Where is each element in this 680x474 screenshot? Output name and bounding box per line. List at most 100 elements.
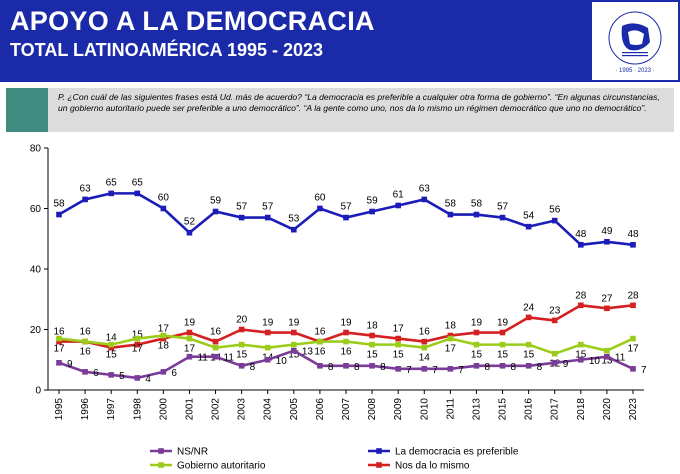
data-label-ns-nr: 8 [511,362,517,373]
y-tick-label: 60 [30,204,42,215]
data-point-ns-nr [369,363,375,369]
data-label-gobierno-autoritario: 16 [314,347,326,358]
data-label-nos-da-lo-mismo: 19 [497,318,509,329]
data-label-ns-nr: 4 [145,374,151,385]
data-point-la-democracia-es-preferible [499,214,506,221]
data-label-gobierno-autoritario: 17 [445,344,457,355]
data-point-nos-da-lo-mismo [421,338,428,345]
data-point-nos-da-lo-mismo [343,329,349,336]
legend-label-ns-nr: NS/NR [177,447,208,458]
data-point-gobierno-autoritario [56,335,62,342]
data-label-nos-da-lo-mismo: 17 [393,324,405,335]
data-label-ns-nr: 8 [380,362,386,373]
data-label-gobierno-autoritario: 18 [158,341,170,352]
y-tick-label: 80 [30,144,42,155]
x-tick-label: 2004 [263,398,274,421]
data-label-gobierno-autoritario: 15 [471,350,483,361]
data-point-nos-da-lo-mismo [291,329,297,336]
data-label-nos-da-lo-mismo: 20 [236,315,248,326]
data-label-nos-da-lo-mismo: 16 [53,327,65,338]
data-point-la-democracia-es-preferible [212,208,219,215]
data-label-ns-nr: 6 [171,368,177,379]
data-label-gobierno-autoritario: 16 [340,347,352,358]
data-label-gobierno-autoritario: 15 [393,350,405,361]
data-label-la-democracia-es-preferible: 54 [523,211,535,222]
data-point-nos-da-lo-mismo [551,317,558,324]
data-point-ns-nr [473,363,480,369]
x-tick-label: 2018 [576,398,587,421]
legend-marker-la-democracia-es-preferible [376,448,382,454]
data-point-la-democracia-es-preferible [134,190,141,197]
data-label-la-democracia-es-preferible: 63 [80,183,92,194]
data-point-nos-da-lo-mismo [604,305,610,312]
data-point-nos-da-lo-mismo [186,329,193,336]
x-tick-label: 2017 [550,398,561,421]
data-point-gobierno-autoritario [630,335,636,342]
legend-marker-gobierno-autoritario [158,462,164,468]
data-point-ns-nr [160,369,167,375]
data-label-la-democracia-es-preferible: 65 [106,177,118,188]
data-point-la-democracia-es-preferible [473,211,480,218]
data-point-gobierno-autoritario [578,341,584,348]
legend-marker-ns-nr [158,448,164,454]
data-label-ns-nr: 10 [276,356,288,367]
data-label-nos-da-lo-mismo: 16 [210,327,222,338]
data-label-nos-da-lo-mismo: 27 [601,293,613,304]
data-label-la-democracia-es-preferible: 48 [627,229,639,240]
data-label-la-democracia-es-preferible: 52 [184,217,196,228]
data-point-gobierno-autoritario [421,344,428,351]
data-point-gobierno-autoritario [343,338,349,345]
svg-text:· 1995 · 2023 ·: · 1995 · 2023 · [615,68,654,74]
x-tick-label: 1996 [80,398,91,421]
data-point-la-democracia-es-preferible [551,217,558,224]
data-point-la-democracia-es-preferible [604,238,610,245]
data-label-ns-nr: 8 [354,362,360,373]
data-point-ns-nr [317,363,323,369]
data-point-nos-da-lo-mismo [212,338,219,345]
legend-marker-nos-da-lo-mismo [376,462,382,468]
data-label-la-democracia-es-preferible: 65 [132,177,144,188]
data-label-nos-da-lo-mismo: 15 [132,330,144,341]
data-label-ns-nr: 8 [250,362,256,373]
data-label-ns-nr: 7 [458,365,464,376]
data-label-nos-da-lo-mismo: 18 [445,321,457,332]
data-label-la-democracia-es-preferible: 58 [53,199,65,210]
data-label-gobierno-autoritario: 17 [53,344,65,355]
data-label-nos-da-lo-mismo: 23 [549,305,561,316]
x-tick-label: 1995 [54,398,65,421]
data-point-nos-da-lo-mismo [264,329,271,336]
chart-title: APOYO A LA DEMOCRACIA [10,6,375,36]
data-point-la-democracia-es-preferible [264,214,271,221]
data-label-ns-nr: 11 [615,353,626,364]
data-point-la-democracia-es-preferible [291,226,297,233]
data-label-nos-da-lo-mismo: 19 [262,318,274,329]
data-point-gobierno-autoritario [604,347,610,354]
x-tick-label: 1998 [132,398,143,421]
data-label-la-democracia-es-preferible: 59 [210,196,222,207]
legend-label-nos-da-lo-mismo: Nos da lo mismo [395,461,470,472]
data-point-ns-nr [525,363,532,369]
data-label-nos-da-lo-mismo: 16 [419,327,431,338]
data-label-la-democracia-es-preferible: 57 [262,202,274,213]
y-tick-label: 40 [30,265,42,276]
data-label-la-democracia-es-preferible: 59 [367,196,379,207]
data-point-gobierno-autoritario [499,341,506,348]
data-label-ns-nr: 13 [302,347,314,358]
x-tick-label: 2010 [419,398,430,421]
data-point-nos-da-lo-mismo [395,335,401,342]
data-label-ns-nr: 6 [93,368,99,379]
data-label-ns-nr: 7 [406,365,412,376]
x-tick-label: 2002 [211,398,222,421]
legend-label-gobierno-autoritario: Gobierno autoritario [177,461,266,472]
data-label-la-democracia-es-preferible: 56 [549,205,561,216]
data-point-gobierno-autoritario [447,335,454,342]
question-accent-box [6,88,48,132]
question-text: P. ¿Con cuál de las siguientes frases es… [58,92,660,113]
data-label-ns-nr: 8 [537,362,543,373]
data-label-gobierno-autoritario: 15 [575,350,587,361]
data-point-ns-nr [212,353,219,360]
x-tick-label: 2000 [158,398,169,421]
data-point-la-democracia-es-preferible [447,211,454,218]
data-point-nos-da-lo-mismo [56,338,62,345]
x-tick-label: 2006 [315,398,326,421]
